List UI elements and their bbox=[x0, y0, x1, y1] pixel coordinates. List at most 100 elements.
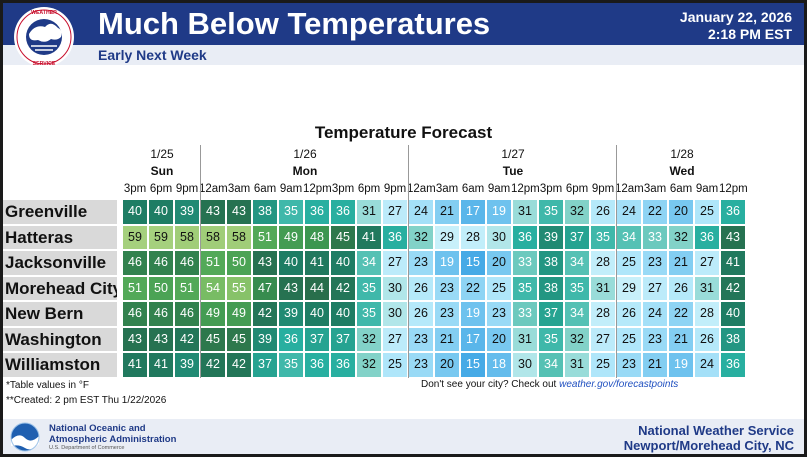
temp-cell: 40 bbox=[149, 200, 173, 224]
time-label: 9pm bbox=[383, 183, 407, 195]
temp-cell: 20 bbox=[487, 327, 511, 351]
temp-cell: 21 bbox=[669, 251, 693, 275]
issue-date: January 22, 2026 bbox=[679, 9, 792, 25]
temp-cell: 51 bbox=[201, 251, 225, 275]
temp-cell: 26 bbox=[669, 276, 693, 300]
temp-cell: 47 bbox=[253, 276, 277, 300]
day-name-label: Wed bbox=[669, 164, 695, 178]
temp-cell: 22 bbox=[669, 302, 693, 326]
time-label: 6am bbox=[669, 183, 693, 195]
temp-cell: 26 bbox=[591, 200, 615, 224]
temp-cell: 41 bbox=[721, 251, 745, 275]
temp-cell: 58 bbox=[175, 225, 199, 249]
temp-cell: 35 bbox=[591, 225, 615, 249]
temp-cell: 23 bbox=[487, 302, 511, 326]
temp-cell: 37 bbox=[539, 302, 563, 326]
temp-cell: 41 bbox=[357, 225, 381, 249]
temp-cell: 19 bbox=[487, 200, 511, 224]
day-date-label: 1/28 bbox=[670, 147, 694, 161]
time-label: 12pm bbox=[719, 183, 748, 195]
temp-cell: 42 bbox=[331, 276, 355, 300]
temp-cell: 25 bbox=[695, 200, 719, 224]
temp-cell: 32 bbox=[409, 225, 433, 249]
temp-cell: 49 bbox=[279, 225, 303, 249]
temp-cell: 40 bbox=[305, 302, 329, 326]
temp-cell: 37 bbox=[253, 353, 277, 377]
temp-cell: 26 bbox=[409, 276, 433, 300]
temp-cell: 20 bbox=[487, 251, 511, 275]
temp-cell: 24 bbox=[409, 200, 433, 224]
temp-cell: 33 bbox=[513, 302, 537, 326]
temp-cell: 23 bbox=[435, 302, 459, 326]
temp-cell: 49 bbox=[201, 302, 225, 326]
time-label: 6pm bbox=[357, 183, 381, 195]
temp-cell: 40 bbox=[279, 251, 303, 275]
temp-cell: 37 bbox=[305, 327, 329, 351]
temp-cell: 38 bbox=[539, 251, 563, 275]
city-label-bg bbox=[3, 302, 117, 326]
temp-cell: 28 bbox=[695, 302, 719, 326]
temp-cell: 34 bbox=[565, 251, 589, 275]
time-label: 6pm bbox=[149, 183, 173, 195]
temp-cell: 36 bbox=[383, 225, 407, 249]
units-footnote: *Table values in °F bbox=[6, 380, 89, 391]
day-name-label: Mon bbox=[292, 164, 318, 178]
temp-cell: 34 bbox=[617, 225, 641, 249]
temp-cell: 38 bbox=[539, 276, 563, 300]
temp-cell: 48 bbox=[305, 225, 329, 249]
temp-cell: 27 bbox=[383, 251, 407, 275]
temp-cell: 45 bbox=[227, 327, 251, 351]
time-label: 9am bbox=[279, 183, 303, 195]
temp-cell: 35 bbox=[513, 276, 537, 300]
temp-cell: 23 bbox=[435, 276, 459, 300]
time-label: 12am bbox=[199, 183, 228, 195]
noaa-logo-icon bbox=[10, 422, 40, 452]
temp-cell: 40 bbox=[123, 200, 147, 224]
forecast-points-link[interactable]: weather.gov/forecastpoints bbox=[559, 379, 679, 390]
temp-cell: 45 bbox=[201, 327, 225, 351]
city-label: Hatteras bbox=[5, 227, 74, 247]
time-label: 6pm bbox=[565, 183, 589, 195]
temp-cell: 46 bbox=[123, 251, 147, 275]
table-title: Temperature Forecast bbox=[314, 123, 493, 142]
temp-cell: 39 bbox=[279, 302, 303, 326]
noaa-name: National Oceanic and Atmospheric Adminis… bbox=[49, 423, 176, 445]
temp-cell: 32 bbox=[357, 327, 381, 351]
temp-cell: 46 bbox=[149, 302, 173, 326]
header-bar bbox=[3, 3, 804, 45]
temp-cell: 32 bbox=[565, 327, 589, 351]
temp-cell: 51 bbox=[175, 276, 199, 300]
temp-cell: 42 bbox=[175, 327, 199, 351]
temp-cell: 42 bbox=[201, 353, 225, 377]
temp-cell: 39 bbox=[175, 353, 199, 377]
temp-cell: 26 bbox=[695, 327, 719, 351]
temp-cell: 55 bbox=[227, 276, 251, 300]
temp-cell: 31 bbox=[695, 276, 719, 300]
temp-cell: 31 bbox=[565, 353, 589, 377]
day-date-label: 1/26 bbox=[293, 147, 317, 161]
time-label: 9pm bbox=[175, 183, 199, 195]
temp-cell: 21 bbox=[435, 200, 459, 224]
city-label: Williamston bbox=[5, 355, 101, 374]
time-label: 3am bbox=[227, 183, 251, 195]
temp-cell: 25 bbox=[617, 327, 641, 351]
temp-cell: 40 bbox=[331, 302, 355, 326]
time-label: 12pm bbox=[303, 183, 332, 195]
temp-cell: 25 bbox=[383, 353, 407, 377]
temp-cell: 35 bbox=[539, 200, 563, 224]
subtitle-bar bbox=[3, 45, 804, 65]
temp-cell: 30 bbox=[383, 276, 407, 300]
temp-cell: 17 bbox=[461, 327, 485, 351]
time-label: 12pm bbox=[511, 183, 540, 195]
temp-cell: 51 bbox=[123, 276, 147, 300]
nws-logo-icon: WEATHER SERVICE bbox=[14, 7, 74, 67]
temp-cell: 43 bbox=[227, 200, 251, 224]
temp-cell: 43 bbox=[149, 327, 173, 351]
nws-office-line2: Newport/Morehead City, NC bbox=[623, 438, 794, 453]
temp-cell: 15 bbox=[461, 251, 485, 275]
city-label: Morehead City bbox=[5, 278, 117, 298]
city-label-bg bbox=[3, 327, 117, 351]
temp-cell: 46 bbox=[175, 251, 199, 275]
temp-cell: 28 bbox=[461, 225, 485, 249]
temp-cell: 26 bbox=[409, 302, 433, 326]
